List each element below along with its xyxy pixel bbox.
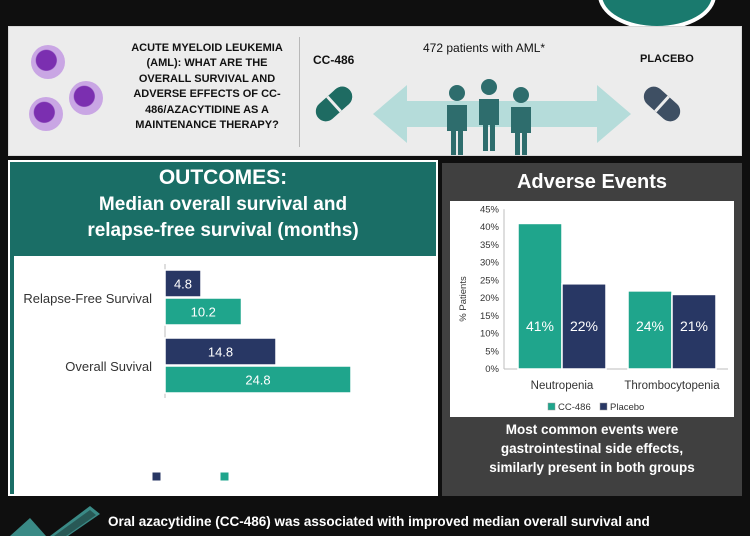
bar-cc-486: [164, 365, 352, 394]
bar-placebo: [164, 337, 277, 366]
blood-cell-icon: [31, 45, 65, 79]
legend-swatch: [151, 471, 162, 482]
bar-value-label: 4.8: [174, 277, 192, 292]
header-divider: [299, 37, 300, 147]
y-tick-label: 20%: [480, 293, 500, 304]
note-line-3: similarly present in both groups: [489, 459, 695, 475]
x-tick-label: 15: [270, 416, 284, 431]
y-tick-label: 5%: [485, 346, 499, 357]
patients-label: 472 patients with AML*: [423, 41, 546, 55]
survival-chart: Relapse-Free Survival 4.8 10.2 Overall Suvi…: [23, 264, 397, 484]
bar-cc-486: [627, 290, 673, 370]
y-tick-label: 10%: [480, 329, 500, 340]
adverse-chart-area: 0% 5% 10% 15% 20% 25% 30% 35% 40% 45% % Patients 41…: [450, 201, 734, 417]
bar-value-label: 24.8: [245, 373, 270, 388]
note-line-2: gastrointestinal side effects,: [500, 440, 684, 456]
cc486-pill-icon: [315, 86, 353, 122]
legend-swatch: [547, 402, 556, 411]
top-strip: [0, 0, 750, 8]
checkmark-icon: [10, 506, 100, 536]
placebo-pill-icon: [643, 86, 681, 122]
x-tick-label: 0: [161, 416, 168, 431]
study-question: ACUTE MYELOID LEUKEMIA (AML): WHAT ARE T…: [131, 42, 283, 131]
x-tick-label: 5: [199, 416, 206, 431]
bar-value-label: 14.8: [208, 345, 233, 360]
adverse-events-heading: Adverse Events: [516, 171, 668, 193]
note-line-1: Most common events were: [505, 422, 679, 437]
legend-swatch: [599, 402, 608, 411]
conclusion-bar: Oral azacytidine (CC-486) was associated…: [0, 500, 750, 536]
legend-label: Placebo: [165, 469, 212, 484]
outcomes-subheading-2: relapse-free survival (months): [87, 220, 359, 241]
adverse-events-chart: 0% 5% 10% 15% 20% 25% 30% 35% 40% 45% % Patients 41…: [458, 204, 728, 413]
bar-cc-486: [517, 222, 563, 370]
bar-value-label: 41%: [526, 318, 554, 334]
bar-value-label: 10.2: [191, 305, 216, 320]
y-tick-label: 25%: [480, 275, 500, 286]
bar-placebo: [561, 283, 607, 370]
bar-placebo: [671, 293, 717, 370]
header-panel: ACUTE MYELOID LEUKEMIA (AML): WHAT ARE T…: [8, 26, 742, 156]
blood-cell-icon: [29, 97, 63, 131]
x-tick-label: 10: [233, 416, 247, 431]
bar-value-label: 22%: [570, 318, 598, 334]
bar-cc-486: [164, 297, 243, 326]
x-axis-title: Median time (months): [215, 438, 341, 453]
conclusion-text: Oral azacytidine (CC-486) was associated…: [108, 514, 650, 529]
legend-label: CC-486: [233, 469, 278, 484]
outcomes-panel: OUTCOMES: Median overall survival and re…: [8, 160, 438, 496]
bar-value-label: 24%: [636, 318, 664, 334]
adverse-events-note: Most common events were gastrointestinal…: [450, 421, 734, 478]
x-tick-label: 25: [345, 416, 359, 431]
y-tick-label: 35%: [480, 240, 500, 251]
arm-left-label: CC-486: [313, 53, 355, 67]
bar-value-label: 21%: [680, 318, 708, 334]
y-tick-label: 0%: [485, 364, 499, 375]
outcomes-subheading-1: Median overall survival and: [98, 194, 348, 215]
legend-label: Placebo: [610, 402, 644, 413]
category-label: Overall Suvival: [65, 359, 152, 374]
adverse-events-panel: Adverse Events 0% 5% 10% 15% 20% 25% 30% 35% 40%…: [442, 163, 742, 496]
y-tick-label: 15%: [480, 311, 500, 322]
y-axis-title: % Patients: [458, 276, 469, 322]
y-tick-label: 40%: [480, 222, 500, 233]
legend-label: CC-486: [558, 402, 591, 413]
x-tick-label: 20: [308, 416, 322, 431]
p-value-annotation: P<0.001: [272, 277, 321, 292]
people-icon: [447, 79, 531, 155]
category-label: Thrombocytopenia: [624, 380, 720, 392]
double-arrow-icon: [373, 85, 631, 143]
bar-placebo: [164, 269, 202, 298]
category-label: Relapse-Free Survival: [23, 291, 152, 306]
legend-swatch: [219, 471, 230, 482]
category-label: Neutropenia: [531, 380, 594, 392]
outcomes-heading: OUTCOMES:: [158, 166, 288, 189]
blood-cell-icon: [69, 81, 103, 115]
x-tick-label: 30: [383, 416, 397, 431]
survival-chart-area: Relapse-Free Survival 4.8 10.2 Overall Suvi…: [14, 256, 436, 496]
y-tick-label: 30%: [480, 258, 500, 269]
p-value-annotation: P<0.001: [295, 345, 344, 360]
y-tick-label: 45%: [480, 204, 500, 215]
arm-right-label: PLACEBO: [640, 53, 694, 65]
